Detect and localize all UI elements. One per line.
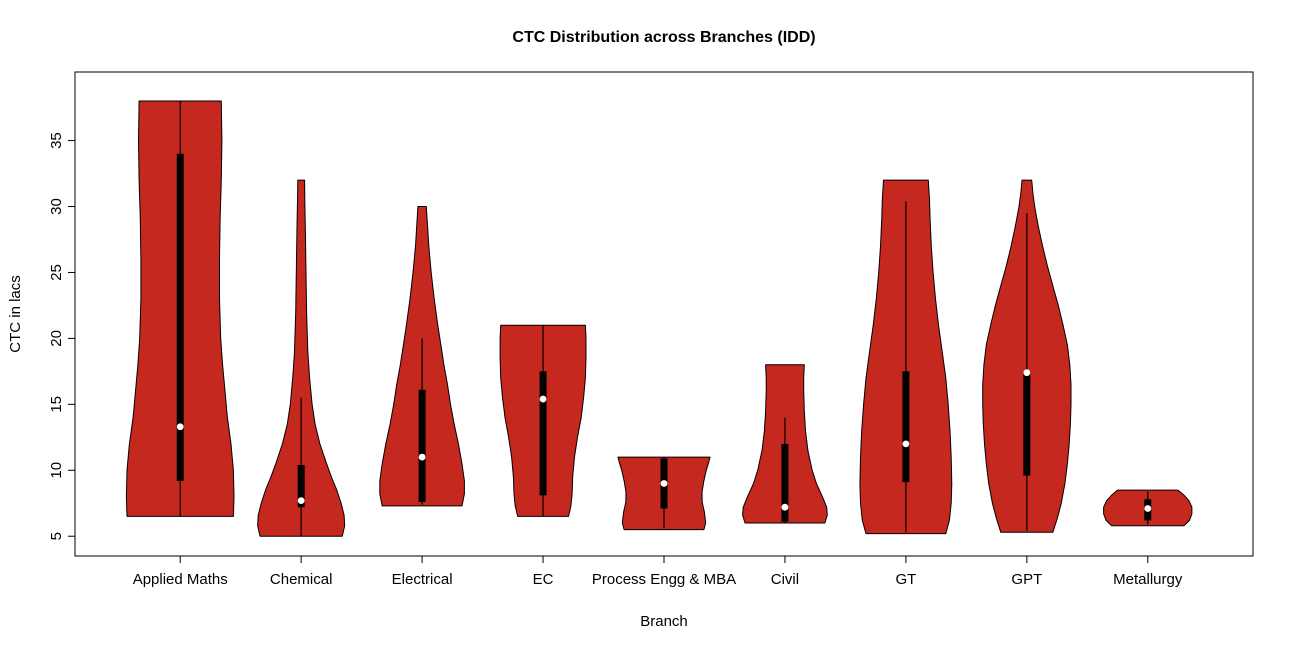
iqr-box-1 (297, 465, 305, 508)
x-tick-label: EC (533, 571, 554, 588)
median-dot-8 (1144, 505, 1152, 512)
chart-title: CTC Distribution across Branches (IDD) (512, 29, 815, 46)
median-dot-6 (902, 440, 910, 448)
median-dot-0 (176, 423, 184, 431)
iqr-box-3 (539, 371, 547, 496)
x-tick-label: GPT (1011, 571, 1042, 588)
median-dot-3 (539, 395, 547, 403)
iqr-box-0 (176, 153, 184, 481)
x-tick-label: Chemical (270, 571, 333, 588)
iqr-box-7 (1023, 371, 1031, 476)
iqr-box-5 (781, 443, 789, 522)
y-tick-label: 35 (48, 132, 65, 149)
x-tick-label: Electrical (392, 571, 453, 588)
plot-area: 5 10 15 20 25 30 35 Applied Maths Chemical Electr… (48, 71, 1254, 588)
y-tick-label: 25 (48, 264, 65, 281)
y-axis-label: CTC in lacs (7, 275, 24, 353)
median-dot-7 (1023, 369, 1031, 377)
y-tick-label: 20 (48, 330, 65, 347)
y-tick-label: 15 (48, 396, 65, 413)
x-tick-label: GT (895, 571, 916, 588)
median-dot-1 (297, 497, 305, 505)
iqr-box-6 (902, 371, 910, 483)
x-axis-label: Branch (640, 613, 688, 630)
violin-1 (257, 179, 346, 537)
iqr-box-2 (418, 389, 426, 502)
x-tick-label: Metallurgy (1113, 571, 1183, 588)
x-tick-label: Applied Maths (133, 571, 228, 588)
median-dot-4 (660, 480, 668, 487)
y-tick-label: 10 (48, 462, 65, 479)
x-tick-label: Process Engg & MBA (592, 571, 736, 588)
median-dot-5 (781, 503, 789, 511)
y-tick-label: 5 (48, 532, 65, 540)
y-tick-label: 30 (48, 198, 65, 215)
x-tick-label: Civil (771, 571, 799, 588)
median-dot-2 (418, 453, 426, 461)
